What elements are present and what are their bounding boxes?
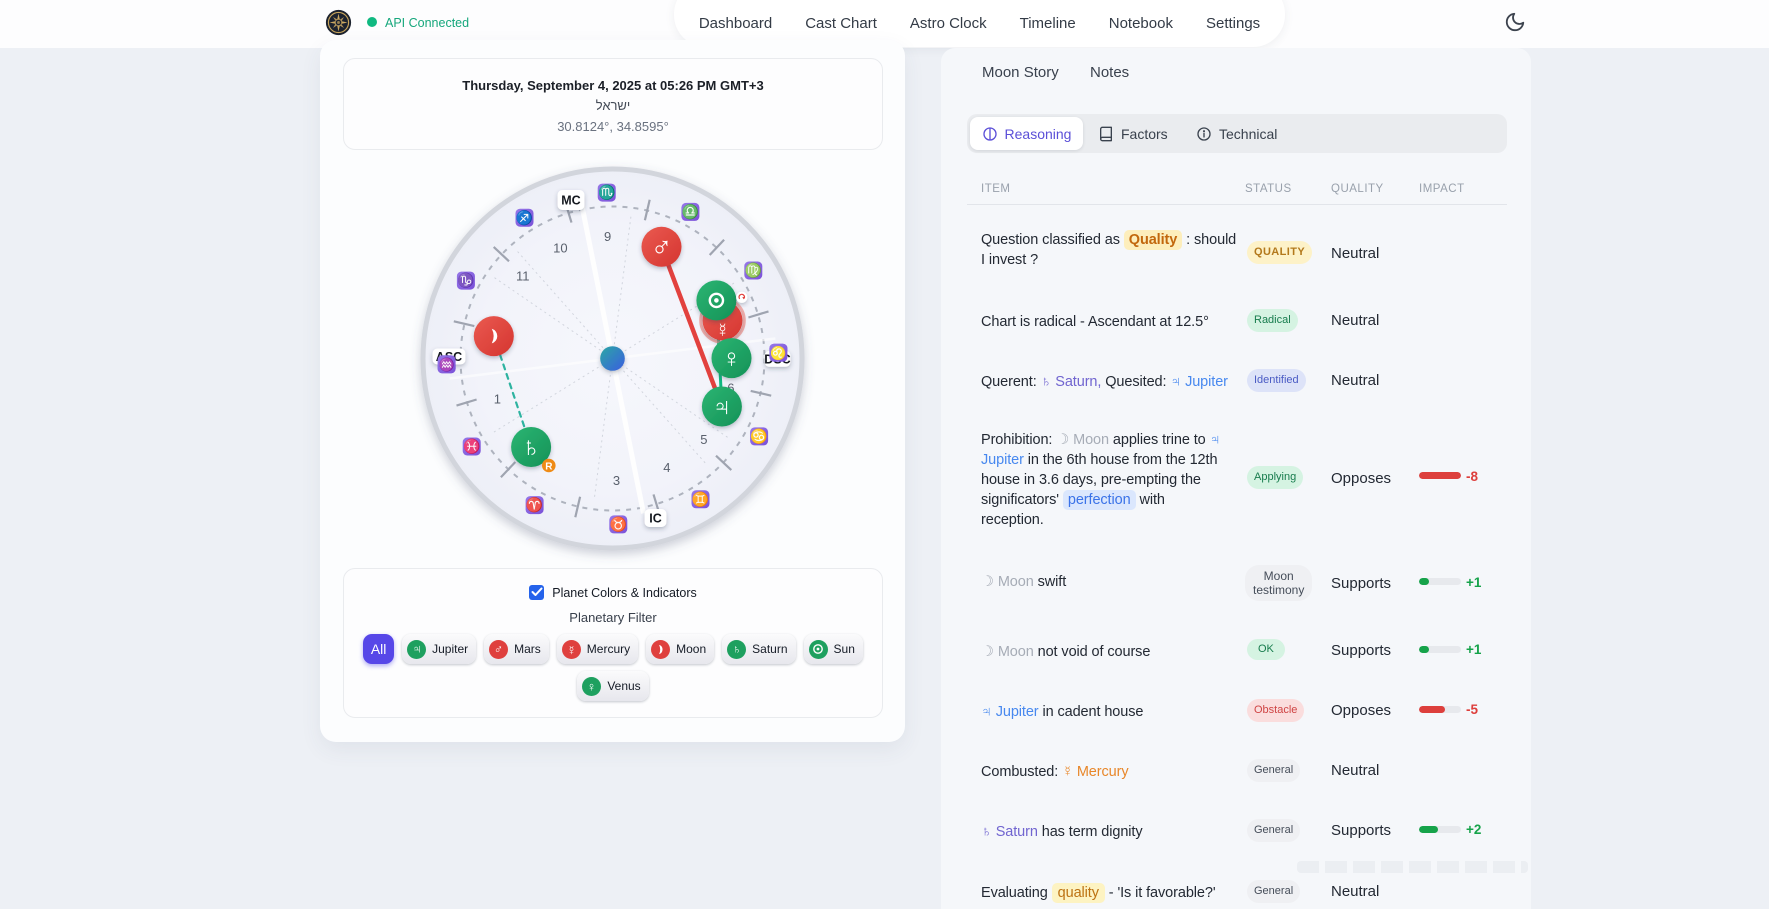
- svg-text:♋: ♋: [750, 428, 767, 445]
- svg-text:3: 3: [613, 473, 620, 488]
- svg-text:♀: ♀: [587, 679, 597, 694]
- svg-text:6: 6: [727, 380, 734, 395]
- svg-text:R: R: [545, 461, 553, 472]
- svg-text:10: 10: [553, 241, 567, 256]
- svg-text:1: 1: [494, 392, 501, 407]
- svg-text:♎: ♎: [682, 204, 699, 221]
- svg-text:♂: ♂: [651, 232, 673, 264]
- svg-text:♐: ♐: [516, 209, 533, 226]
- svg-text:4: 4: [663, 460, 670, 475]
- svg-text:♊: ♊: [692, 491, 709, 508]
- svg-text:♉: ♉: [610, 516, 627, 533]
- svg-text:♌: ♌: [770, 345, 786, 360]
- svg-text:♃: ♃: [412, 642, 421, 656]
- svg-text:♍: ♍: [745, 262, 762, 279]
- svg-text:♒: ♒: [439, 357, 455, 372]
- svg-text:♈: ♈: [526, 497, 543, 514]
- svg-text:IC: IC: [649, 512, 662, 526]
- svg-text:☿: ☿: [715, 320, 729, 341]
- svg-text:♂: ♂: [494, 642, 504, 657]
- svg-text:☿: ☿: [567, 642, 577, 657]
- svg-text:MC: MC: [561, 194, 580, 208]
- svg-text:♄: ♄: [732, 642, 741, 656]
- svg-text:11: 11: [516, 268, 530, 283]
- svg-text:♑: ♑: [457, 272, 474, 289]
- svg-text:9: 9: [604, 229, 611, 244]
- svg-text:♄: ♄: [521, 432, 541, 462]
- svg-text:♃: ♃: [713, 393, 732, 421]
- svg-text:5: 5: [700, 432, 707, 447]
- svg-text:♏: ♏: [598, 184, 615, 201]
- svg-text:♀: ♀: [722, 343, 742, 373]
- svg-text:♓: ♓: [463, 438, 480, 455]
